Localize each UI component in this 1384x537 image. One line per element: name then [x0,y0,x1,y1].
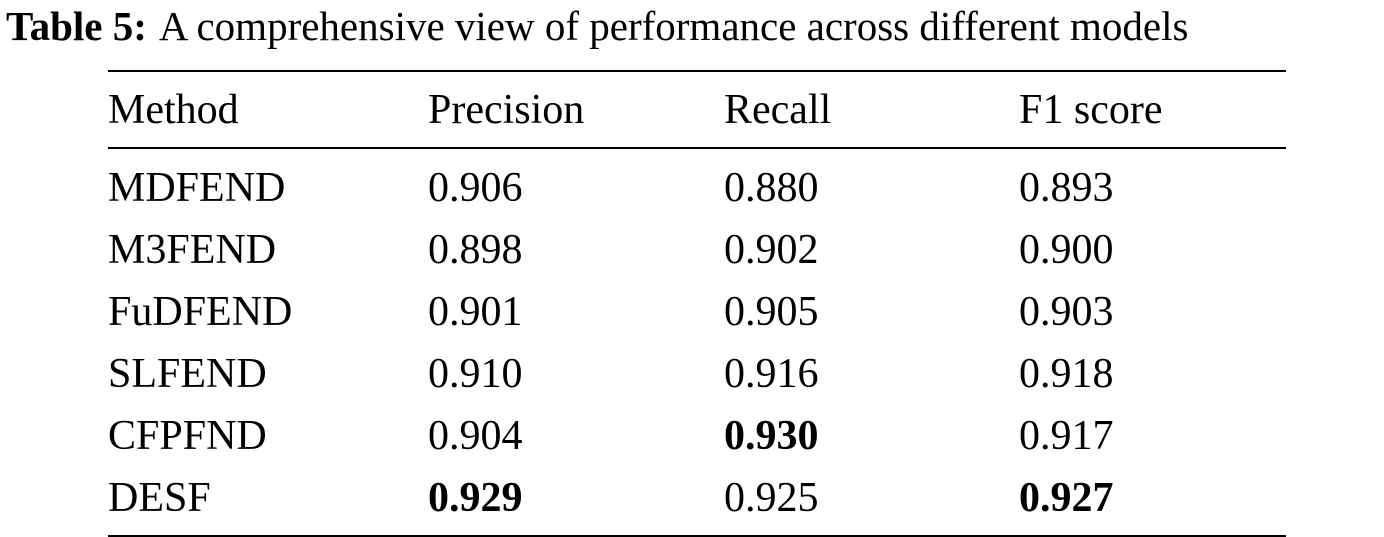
results-table-wrapper: Method Precision Recall F1 score MDFEND … [108,70,1286,537]
results-table: Method Precision Recall F1 score MDFEND … [108,70,1286,537]
cell-recall: 0.902 [724,227,819,273]
cell-precision: 0.910 [428,351,523,397]
cell-f1-best: 0.927 [1019,475,1114,521]
cell-f1: 0.903 [1019,289,1114,335]
caption-label: Table 5: [6,3,147,49]
header-recall: Recall [724,86,832,133]
cell-method: FuDFEND [108,289,293,335]
cell-f1: 0.917 [1019,413,1114,459]
cell-method: MDFEND [108,165,286,211]
header-row: Method Precision Recall F1 score [108,71,1286,148]
header-method: Method [108,86,239,133]
cell-precision: 0.898 [428,227,523,273]
header-precision: Precision [428,86,585,133]
cell-precision: 0.904 [428,413,523,459]
cell-precision: 0.901 [428,289,523,335]
cell-recall: 0.905 [724,289,819,335]
cell-method: DESF [108,475,211,521]
table-row: CFPFND 0.904 0.930 0.917 [108,405,1286,467]
caption-text: A comprehensive view of performance acro… [158,3,1189,49]
table-row: FuDFEND 0.901 0.905 0.903 [108,281,1286,343]
cell-recall-best: 0.930 [724,413,819,459]
table-caption: Table 5: A comprehensive view of performa… [6,2,1188,50]
cell-method: CFPFND [108,413,267,459]
cell-f1: 0.900 [1019,227,1114,273]
cell-recall: 0.880 [724,165,819,211]
table-header: Method Precision Recall F1 score [108,71,1286,148]
header-f1-score: F1 score [1019,86,1163,133]
cell-recall: 0.925 [724,475,819,521]
cell-precision: 0.906 [428,165,523,211]
cell-recall: 0.916 [724,351,819,397]
cell-method: SLFEND [108,351,267,397]
cell-method: M3FEND [108,227,277,273]
table-row: M3FEND 0.898 0.902 0.900 [108,219,1286,281]
cell-precision-best: 0.929 [428,475,523,521]
cell-f1: 0.918 [1019,351,1114,397]
table-row: SLFEND 0.910 0.916 0.918 [108,343,1286,405]
cell-f1: 0.893 [1019,165,1114,211]
table-row: MDFEND 0.906 0.880 0.893 [108,148,1286,219]
table-body: MDFEND 0.906 0.880 0.893 M3FEND 0.898 0.… [108,148,1286,536]
table-row: DESF 0.929 0.925 0.927 [108,467,1286,536]
